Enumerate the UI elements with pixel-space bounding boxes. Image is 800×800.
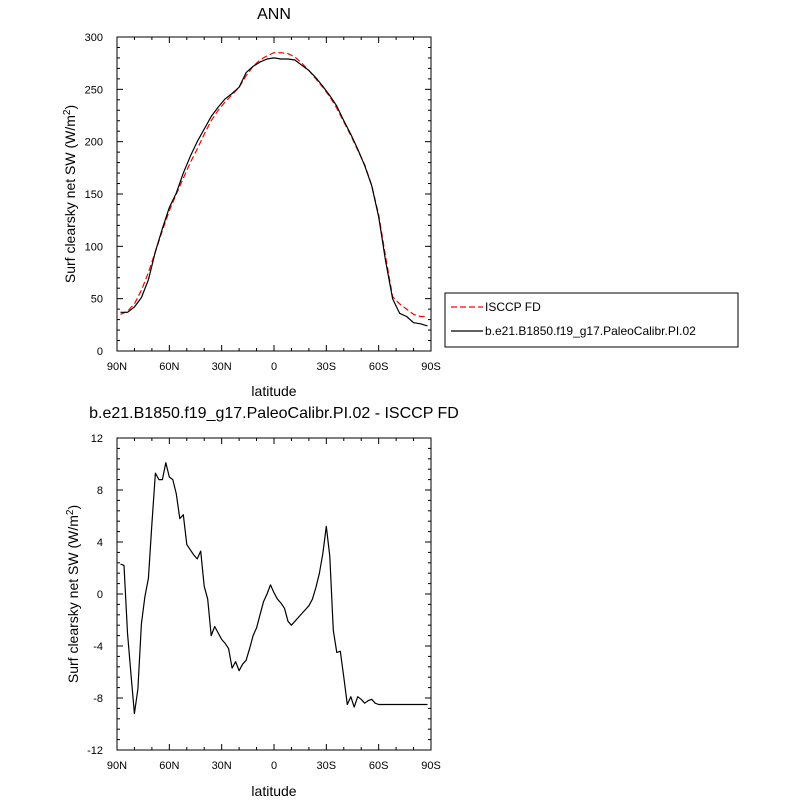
top-x-tick-label: 0 (271, 361, 277, 373)
bottom-x-tick-label: 90S (421, 760, 441, 772)
top-panel: ANN Surf clearsky net SW (W/m2) latitude… (62, 6, 739, 399)
top-x-tick-label: 30S (317, 361, 337, 373)
bottom-y-tick-label: 0 (97, 589, 103, 601)
bottom-x-tick-label: 90N (107, 760, 127, 772)
bottom-x-tick-label: 0 (271, 760, 277, 772)
top-y-tick-label: 0 (97, 346, 103, 358)
top-x-tick-label: 90S (421, 361, 441, 373)
bottom-x-tick-label: 60N (159, 760, 179, 772)
bottom-y-axis-label: Surf clearsky net SW (W/m2) (65, 505, 81, 683)
top-y-tick-label: 200 (85, 137, 103, 149)
top-x-tick-label: 30N (212, 361, 232, 373)
bottom-y-tick-label: 12 (91, 433, 103, 445)
bottom-plot-frame (116, 437, 432, 751)
top-x-tick-label: 90N (107, 361, 127, 373)
top-x-axis-label: latitude (251, 383, 296, 399)
bottom-y-tick-label: -8 (93, 693, 103, 705)
bottom-series-line-model (120, 462, 428, 715)
bottom-panel: b.e21.B1850.f19_g17.PaleoCalibr.PI.02 - … (65, 405, 459, 799)
top-plot-frame (116, 36, 432, 352)
top-y-tick-label: 300 (85, 32, 103, 44)
bottom-y-tick-label: 4 (97, 537, 103, 549)
top-y-tick-label: 100 (85, 241, 103, 253)
top-y-tick-label: 250 (85, 84, 103, 96)
top-y-tick-label: 150 (85, 189, 103, 201)
top-series-line-model (120, 57, 428, 327)
bottom-chart-title: b.e21.B1850.f19_g17.PaleoCalibr.PI.02 - … (89, 405, 459, 422)
bottom-y-tick-label: 8 (97, 485, 103, 497)
top-chart-title: ANN (257, 6, 291, 23)
legend: ISCCP FD b.e21.B1850.f19_g17.PaleoCalibr… (444, 292, 739, 348)
bottom-x-tick-label: 30N (212, 760, 232, 772)
top-y-tick-label: 50 (91, 294, 103, 306)
top-x-tick-label: 60S (369, 361, 389, 373)
bottom-x-axis-label: latitude (251, 783, 296, 799)
top-series-line-isccp (120, 52, 428, 318)
top-y-axis-label: Surf clearsky net SW (W/m2) (62, 105, 78, 283)
bottom-x-tick-label: 60S (369, 760, 389, 772)
legend-box (444, 292, 739, 348)
bottom-x-tick-label: 30S (317, 760, 337, 772)
bottom-y-tick-label: -4 (93, 641, 103, 653)
legend-label-isccp: ISCCP FD (485, 300, 541, 314)
legend-label-model: b.e21.B1850.f19_g17.PaleoCalibr.PI.02 (485, 324, 696, 338)
bottom-y-tick-label: -12 (87, 745, 103, 757)
top-x-tick-label: 60N (159, 361, 179, 373)
